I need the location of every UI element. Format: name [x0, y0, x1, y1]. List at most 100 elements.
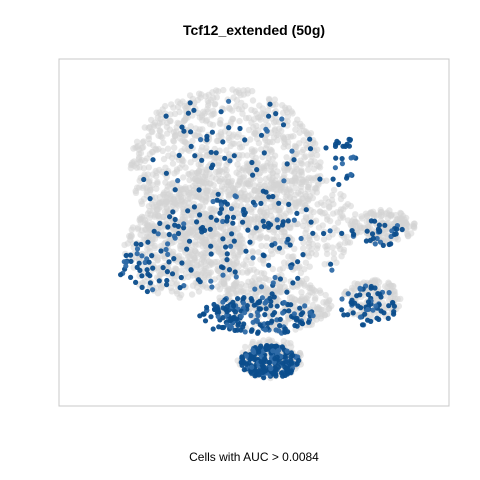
- high-auc-cell-point: [268, 366, 274, 372]
- background-cell-point: [235, 105, 242, 113]
- background-cell-point: [307, 213, 314, 220]
- background-cell-point: [324, 310, 331, 318]
- high-auc-cell-point: [284, 289, 290, 295]
- background-cell-point: [155, 145, 162, 153]
- background-cell-point: [255, 249, 262, 256]
- background-cell-point: [170, 104, 177, 111]
- high-auc-cell-point: [261, 223, 267, 229]
- background-cell-point: [278, 127, 285, 135]
- background-cell-point: [330, 186, 338, 194]
- high-auc-cell-point: [260, 218, 266, 224]
- high-auc-cell-point: [150, 265, 156, 271]
- high-auc-cell-point: [295, 275, 301, 281]
- high-auc-cell-point: [216, 309, 222, 315]
- background-cell-point: [364, 223, 372, 230]
- background-cell-point: [307, 207, 314, 214]
- background-cell-point: [234, 161, 241, 168]
- high-auc-cell-point: [230, 299, 236, 305]
- high-auc-cell-point: [227, 317, 234, 324]
- background-cell-point: [329, 244, 336, 251]
- background-cell-point: [243, 215, 250, 223]
- background-cell-point: [229, 115, 237, 123]
- background-cell-point: [352, 211, 359, 218]
- background-cell-point: [271, 163, 278, 171]
- background-cell-point: [257, 234, 264, 241]
- background-cell-point: [137, 231, 144, 238]
- high-auc-cell-point: [307, 136, 313, 142]
- high-auc-cell-point: [197, 212, 203, 218]
- background-cell-point: [243, 257, 250, 264]
- background-cell-point: [257, 176, 264, 184]
- background-cell-point: [136, 215, 144, 222]
- high-auc-cell-point: [185, 208, 191, 214]
- background-cell-point: [284, 143, 292, 150]
- background-cell-point: [236, 233, 243, 240]
- background-cell-point: [384, 214, 392, 222]
- high-auc-cell-point: [323, 145, 329, 151]
- high-auc-cell-point: [273, 327, 279, 333]
- high-auc-cell-point: [227, 158, 233, 164]
- high-auc-cell-point: [232, 193, 238, 199]
- background-cell-point: [394, 236, 402, 243]
- high-auc-cell-point: [270, 193, 276, 200]
- high-auc-cell-point: [228, 206, 235, 212]
- background-cell-point: [251, 147, 259, 154]
- background-cell-point: [188, 232, 195, 239]
- background-cell-point: [129, 224, 137, 231]
- background-cell-point: [277, 237, 284, 244]
- background-cell-point: [168, 239, 176, 247]
- background-cell-point: [167, 111, 174, 118]
- background-cell-point: [194, 169, 201, 177]
- high-auc-cell-point: [280, 310, 286, 316]
- high-auc-cell-point: [272, 365, 278, 371]
- high-auc-cell-point: [184, 246, 190, 252]
- background-cell-point: [190, 253, 198, 260]
- high-auc-cell-point: [213, 150, 219, 156]
- high-auc-cell-point: [376, 222, 382, 228]
- background-cell-point: [170, 138, 178, 145]
- high-auc-cell-point: [365, 299, 372, 305]
- high-auc-cell-point: [147, 280, 153, 286]
- background-cell-point: [185, 195, 192, 202]
- background-cell-point: [288, 253, 296, 261]
- background-cell-point: [319, 210, 326, 217]
- high-auc-cell-point: [194, 219, 200, 225]
- high-auc-cell-point: [345, 312, 351, 318]
- background-cell-point: [297, 168, 304, 175]
- background-cell-point: [303, 130, 311, 137]
- background-cell-point: [363, 218, 370, 225]
- background-cell-point: [368, 210, 375, 217]
- background-cell-point: [320, 201, 327, 209]
- background-cell-point: [157, 133, 164, 140]
- high-auc-cell-point: [181, 128, 187, 134]
- high-auc-cell-point: [257, 298, 263, 304]
- background-cell-point: [341, 290, 348, 297]
- high-auc-cell-point: [166, 259, 172, 265]
- high-auc-cell-point: [172, 235, 178, 241]
- high-auc-cell-point: [262, 312, 268, 318]
- background-cell-point: [351, 280, 358, 287]
- background-cell-point: [150, 203, 157, 210]
- background-cell-point: [236, 283, 244, 291]
- high-auc-cell-point: [276, 347, 282, 353]
- high-auc-cell-point: [210, 326, 216, 332]
- high-auc-cell-point: [250, 199, 256, 205]
- background-cell-point: [405, 233, 412, 240]
- high-auc-cell-point: [259, 295, 265, 301]
- background-cell-point: [236, 248, 243, 256]
- high-auc-cell-point: [294, 360, 300, 367]
- background-cell-point: [262, 117, 270, 124]
- background-cell-point: [220, 86, 227, 94]
- background-cell-point: [279, 265, 287, 272]
- background-cell-point: [156, 127, 163, 134]
- background-cell-point: [228, 177, 236, 185]
- high-auc-cell-point: [256, 349, 262, 355]
- high-auc-cell-point: [208, 243, 214, 249]
- background-cell-point: [316, 164, 324, 171]
- high-auc-cell-point: [151, 228, 157, 234]
- background-cell-point: [134, 224, 142, 231]
- high-auc-cell-point: [163, 246, 169, 253]
- background-cell-point: [296, 129, 303, 136]
- background-cell-point: [233, 259, 240, 267]
- high-auc-cell-point: [370, 235, 376, 241]
